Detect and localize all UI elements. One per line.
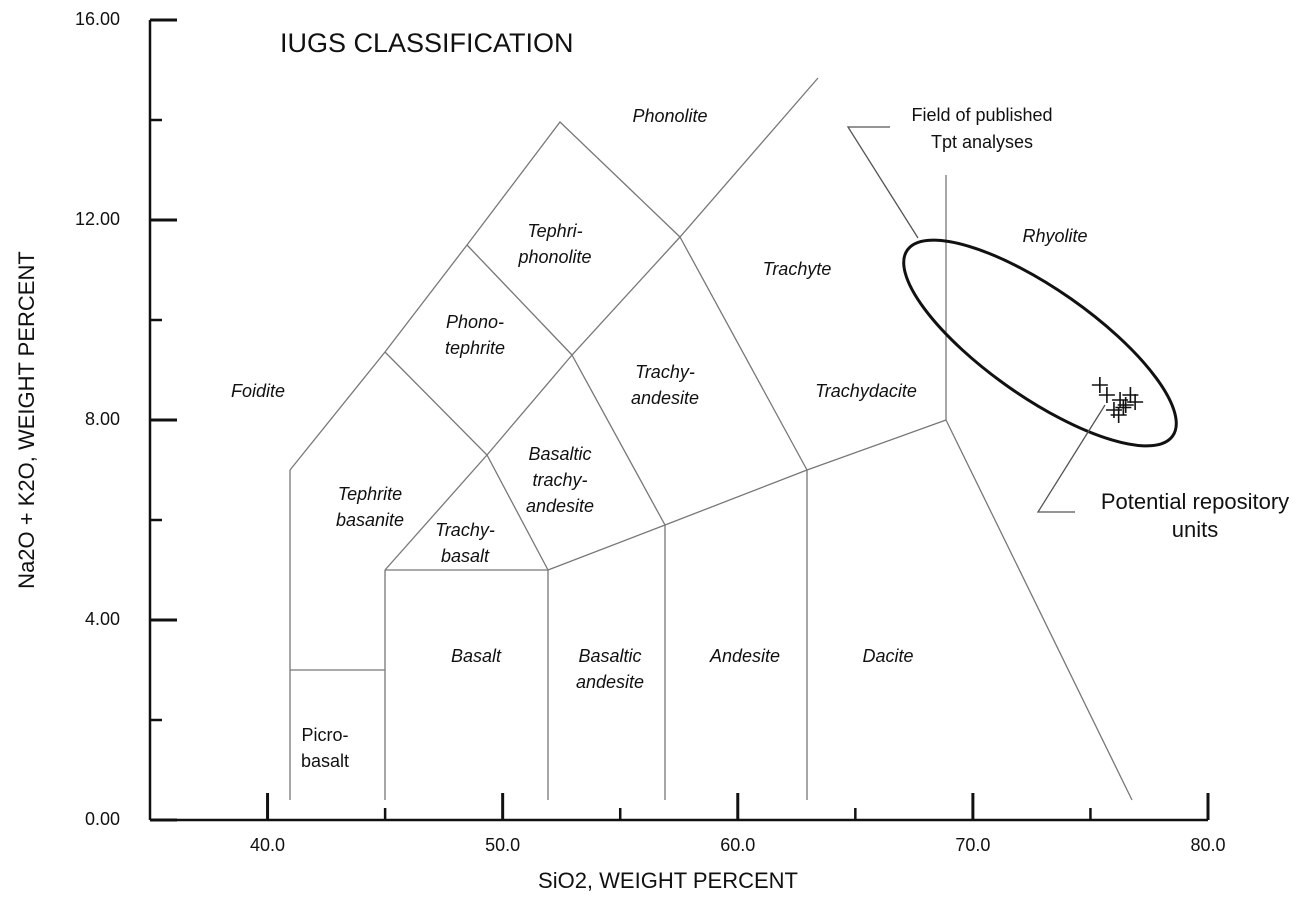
annotation: units — [1172, 517, 1218, 542]
field-label: basalt — [301, 751, 349, 771]
data-point — [1127, 394, 1144, 410]
x-tick-label: 70.0 — [955, 835, 990, 855]
field-label: Andesite — [709, 646, 780, 666]
field-label: Basalt — [451, 646, 502, 666]
y-tick-label: 4.00 — [85, 609, 120, 629]
data-point — [1098, 387, 1115, 403]
y-tick-label: 16.00 — [75, 9, 120, 29]
annotation: Tpt analyses — [931, 132, 1033, 152]
field-label: Dacite — [862, 646, 913, 666]
field-label: andesite — [631, 388, 699, 408]
field-label: Picro- — [301, 725, 348, 745]
field-label: Basaltic — [578, 646, 641, 666]
y-tick-label: 8.00 — [85, 409, 120, 429]
field-label: trachy- — [532, 470, 587, 490]
field-label: basalt — [441, 546, 490, 566]
analysis-field — [902, 238, 1178, 448]
field-label: Tephrite — [338, 484, 402, 504]
y-tick-label: 12.00 — [75, 209, 120, 229]
field-label: Trachy- — [435, 520, 495, 540]
x-tick-label: 60.0 — [720, 835, 755, 855]
field-label: Foidite — [231, 381, 285, 401]
field-label: basanite — [336, 510, 404, 530]
field-label: andesite — [576, 672, 644, 692]
field-label: Basaltic — [528, 444, 591, 464]
field-boundaries — [289, 77, 1133, 801]
field-label: Rhyolite — [1022, 226, 1087, 246]
field-label: Phono- — [446, 312, 504, 332]
x-tick-label: 40.0 — [250, 835, 285, 855]
field-label: Trachydacite — [815, 381, 917, 401]
x-tick-label: 80.0 — [1190, 835, 1225, 855]
field-label: Trachyte — [763, 259, 832, 279]
annotation: Field of published — [911, 105, 1052, 125]
leader-line — [1036, 404, 1106, 513]
x-axis-label: SiO2, WEIGHT PERCENT — [538, 868, 798, 893]
data-point — [1091, 377, 1108, 393]
x-tick-label: 50.0 — [485, 835, 520, 855]
annotation: Potential repository — [1101, 489, 1289, 514]
y-tick-label: 0.00 — [85, 809, 120, 829]
field-label: Trachy- — [635, 362, 695, 382]
field-label: tephrite — [445, 338, 505, 358]
chart-title: IUGS CLASSIFICATION — [280, 28, 574, 58]
field-label: Tephri- — [527, 221, 582, 241]
field-label: phonolite — [517, 247, 591, 267]
data-point — [1117, 397, 1134, 413]
data-point — [1115, 399, 1132, 416]
leader-line — [846, 126, 919, 239]
field-label: andesite — [526, 496, 594, 516]
y-axis-label: Na2O + K2O, WEIGHT PERCENT — [14, 251, 39, 589]
field-label: Phonolite — [632, 106, 707, 126]
